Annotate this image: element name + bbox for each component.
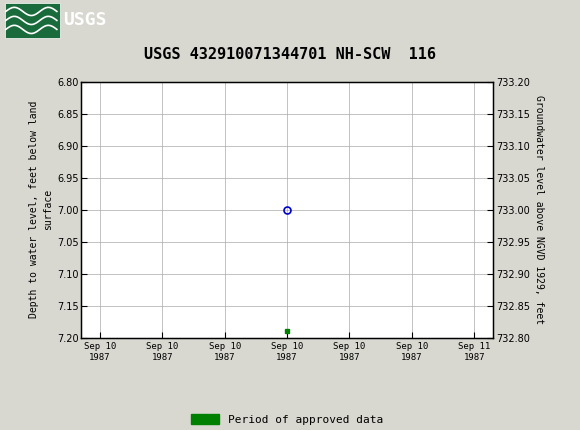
- Legend: Period of approved data: Period of approved data: [187, 410, 387, 429]
- Y-axis label: Groundwater level above NGVD 1929, feet: Groundwater level above NGVD 1929, feet: [534, 95, 544, 324]
- Bar: [5, 3, 60, 37]
- Text: USGS: USGS: [63, 11, 106, 29]
- Text: USGS 432910071344701 NH-SCW  116: USGS 432910071344701 NH-SCW 116: [144, 47, 436, 62]
- Y-axis label: Depth to water level, feet below land
surface: Depth to water level, feet below land su…: [30, 101, 53, 318]
